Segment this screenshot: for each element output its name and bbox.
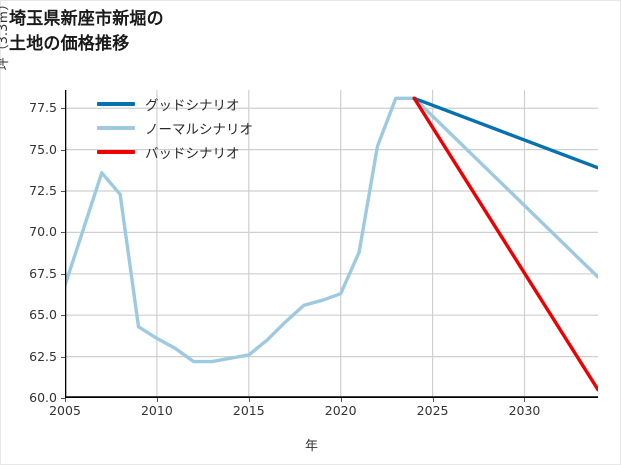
y-tick-label: 77.5 [29,100,57,116]
legend-item[interactable]: ノーマルシナリオ [97,116,297,140]
x-tick-mark [156,398,158,402]
series-line [412,96,598,392]
y-tick-label: 70.0 [29,224,57,240]
x-tick-mark [248,398,250,402]
legend-label: グッドシナリオ [145,98,240,114]
y-tick-label: 65.0 [29,307,57,323]
legend-color-swatch [97,150,135,154]
legend-item[interactable]: バッドシナリオ [97,140,297,164]
x-tick-mark [432,398,434,402]
plot-area [65,90,598,398]
chart-title: 埼玉県新座市新堀の 土地の価格推移 [9,9,164,54]
legend-label: バッドシナリオ [145,146,240,162]
x-tick-label: 2015 [232,403,265,418]
x-tick-label: 2010 [140,403,173,418]
x-tick-label: 2020 [324,403,357,418]
y-tick-label: 75.0 [29,141,57,157]
chart-legend: グッドシナリオ ノーマルシナリオ バッドシナリオ [97,92,297,164]
y-tick-label: 60.0 [29,390,57,405]
x-tick-mark [340,398,342,402]
y-axis-label: 坪（3.3㎡）単価（万円） [0,0,11,105]
legend-label: ノーマルシナリオ [145,122,253,138]
legend-color-swatch [97,126,135,130]
legend-color-swatch [97,102,135,106]
y-tick-label: 67.5 [29,265,57,281]
y-tick-label: 62.5 [29,348,57,364]
x-tick-mark [65,398,66,402]
y-tick-label: 72.5 [29,183,57,198]
x-tick-label: 2025 [416,403,449,418]
series-line [412,96,598,170]
legend-item[interactable]: グッドシナリオ [97,92,297,116]
x-axis-label: 年 [304,439,318,454]
y-tick-mark [61,398,65,399]
x-tick-label: 2030 [508,403,541,418]
chart-svg [65,90,598,398]
x-tick-label: 2005 [49,403,81,418]
series-line [65,96,598,364]
x-tick-mark [524,398,526,402]
